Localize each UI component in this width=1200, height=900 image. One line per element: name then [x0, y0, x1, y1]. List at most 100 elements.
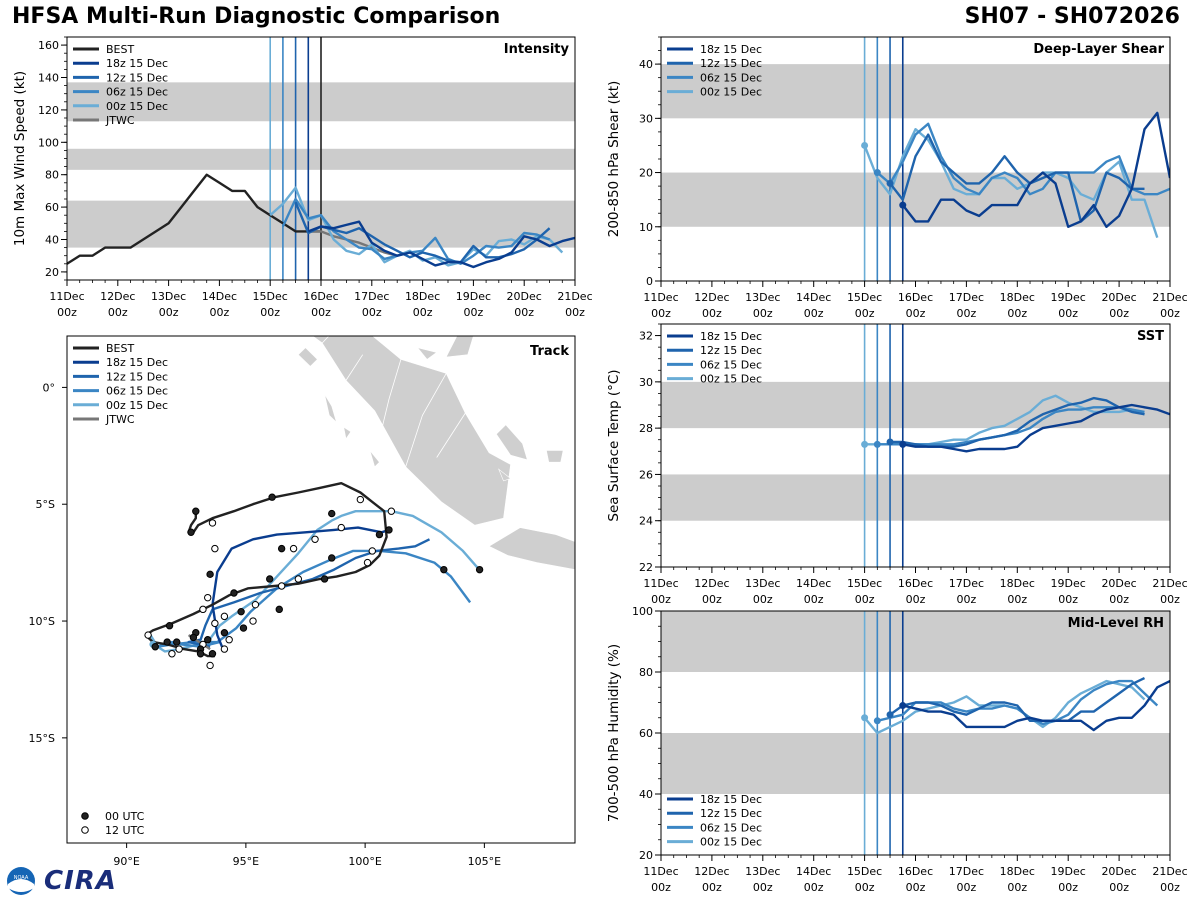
series-start-point	[899, 201, 907, 209]
series-start-point	[873, 717, 881, 725]
x-tick-day: 17Dec	[949, 577, 984, 590]
track-position-marker	[211, 544, 219, 553]
legend-label: JTWC	[105, 114, 135, 127]
x-tick-hour: 00z	[1058, 881, 1078, 894]
legend-label: BEST	[106, 342, 134, 355]
track-position-marker	[220, 629, 229, 637]
y-tick-label: 100	[632, 605, 653, 618]
landmass	[497, 468, 512, 482]
panel-title: SST	[1137, 329, 1164, 344]
track-position-marker	[144, 631, 152, 639]
track-position-marker	[249, 617, 257, 625]
x-tick-hour: 00z	[957, 881, 977, 894]
chart-title: HFSA Multi-Run Diagnostic Comparison	[12, 4, 501, 29]
series-line	[308, 230, 398, 257]
y-axis-label: Sea Surface Temp (°C)	[606, 369, 622, 521]
legend-label: 18z 15 Dec	[700, 330, 762, 343]
panel-sst: 22 24 26 28 30 32 11Dec 00z 12Dec 00z 13Dec 00z 14De…	[606, 323, 1188, 606]
x-tick-day: 16Dec	[898, 291, 933, 304]
x-tick-day: 17Dec	[949, 291, 984, 304]
x-tick-hour: 00z	[855, 881, 875, 894]
series-line	[889, 677, 1146, 722]
track-position-marker	[220, 645, 229, 653]
x-tick-label: 100°E	[348, 855, 381, 868]
track-position-marker	[187, 528, 195, 536]
y-tick-label: 40	[45, 234, 59, 247]
x-tick-hour: 00z	[957, 307, 977, 320]
landmass	[369, 450, 380, 468]
landmass	[324, 394, 338, 424]
x-tick-hour: 00z	[1058, 593, 1078, 606]
legend-label: 00z 15 Dec	[106, 399, 168, 412]
series-line	[281, 197, 551, 265]
x-tick-day: 20Dec	[1101, 291, 1136, 304]
x-tick-day: 21Dec	[1152, 577, 1187, 590]
x-tick-label: 90°E	[113, 855, 139, 868]
track-position-marker	[368, 547, 376, 555]
x-tick-hour: 00z	[957, 593, 977, 606]
x-tick-day: 17Dec	[354, 290, 389, 303]
x-tick-hour: 00z	[651, 881, 671, 894]
x-tick-hour: 00z	[1007, 307, 1027, 320]
cira-label: CIRA	[44, 866, 117, 896]
cira-logo: NOAA CIRA	[6, 866, 117, 896]
y-tick-label: 140	[38, 72, 59, 85]
series-group	[861, 677, 1170, 735]
x-tick-day: 14Dec	[796, 865, 831, 878]
panel-title: Deep-Layer Shear	[1033, 42, 1164, 57]
y-tick-label: 24	[639, 515, 653, 528]
x-tick-hour: 00z	[1109, 881, 1129, 894]
marker-legend-label: 12 UTC	[105, 824, 145, 837]
marker-legend-symbol	[81, 826, 89, 834]
y-tick-label: 15°S	[29, 732, 55, 745]
legend-label: 12z 15 Dec	[700, 344, 762, 357]
x-tick-hour: 00z	[210, 306, 230, 319]
province-border	[405, 373, 447, 467]
track-position-marker	[206, 661, 214, 670]
y-tick-label: 160	[38, 39, 59, 52]
x-tick-day: 19Dec	[1051, 291, 1086, 304]
panel-shear: 0 10 20 30 40 11Dec 00z 12Dec 00z 13Dec 00z 14Dec 00…	[606, 36, 1188, 320]
track-position-marker	[337, 523, 345, 532]
x-tick-hour: 00z	[260, 306, 280, 319]
track-position-marker	[268, 493, 276, 501]
x-tick-day: 20Dec	[1101, 865, 1136, 878]
panel-rh: 20 40 60 80 100 11Dec 00z 12Dec 00z 13Dec 00z 14Dec…	[606, 605, 1188, 894]
track-position-marker	[192, 507, 200, 515]
x-tick-hour: 00z	[702, 307, 722, 320]
legend-label: 00z 15 Dec	[106, 100, 168, 113]
track-position-marker	[277, 544, 286, 553]
x-tick-hour: 00z	[1160, 307, 1180, 320]
track-position-marker	[277, 582, 286, 590]
x-tick-label: 105°E	[468, 855, 501, 868]
series-line	[876, 122, 1170, 196]
y-tick-label: 20	[639, 849, 653, 862]
x-tick-day: 11Dec	[643, 577, 678, 590]
y-tick-label: 60	[639, 727, 653, 740]
series-group	[67, 173, 575, 269]
legend-label: 06z 15 Dec	[106, 86, 168, 99]
track-line	[211, 526, 390, 648]
x-tick-day: 18Dec	[1000, 577, 1035, 590]
x-tick-hour: 00z	[906, 593, 926, 606]
y-tick-label: 26	[639, 468, 653, 481]
track-line	[156, 549, 472, 648]
track-position-marker	[251, 600, 260, 609]
track-position-marker	[294, 575, 303, 583]
x-tick-hour: 00z	[702, 881, 722, 894]
legend-label: BEST	[106, 43, 134, 56]
track-line	[149, 510, 479, 653]
track-position-marker	[165, 622, 174, 630]
track-position-marker	[208, 519, 217, 527]
x-tick-day: 15Dec	[847, 865, 882, 878]
y-tick-label: 10	[639, 221, 653, 234]
x-tick-day: 13Dec	[745, 577, 780, 590]
x-tick-hour: 00z	[753, 307, 773, 320]
track-position-marker	[387, 507, 396, 515]
y-axis-label: 10m Max Wind Speed (kt)	[12, 71, 28, 246]
track-position-marker	[289, 544, 298, 553]
x-tick-day: 21Dec	[1152, 291, 1187, 304]
x-tick-day: 19Dec	[1051, 577, 1086, 590]
series-line	[902, 403, 1170, 453]
x-tick-hour: 00z	[311, 306, 331, 319]
